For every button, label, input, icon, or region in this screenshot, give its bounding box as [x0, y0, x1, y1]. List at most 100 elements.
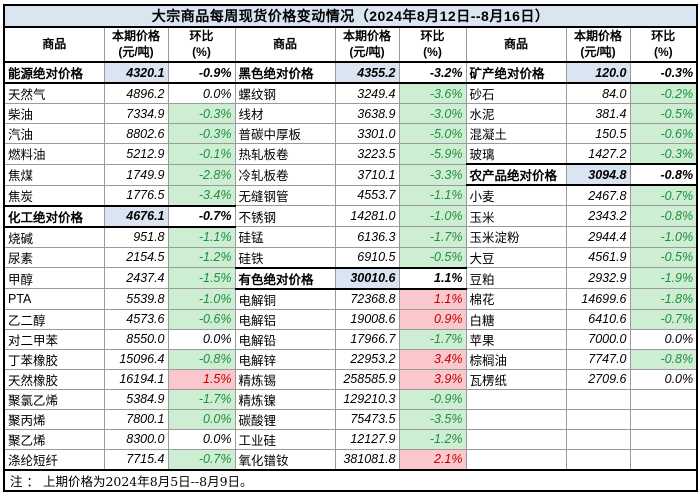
commodity-name-cell: 精炼镍	[234, 388, 336, 410]
current-price-cell: 2437.4	[103, 267, 169, 289]
change-percent-cell: 0.0%	[629, 368, 698, 390]
commodity-name-cell	[465, 408, 567, 430]
commodity-name-cell: 电解铜	[234, 288, 336, 310]
change-percent-cell: -0.7%	[629, 308, 698, 330]
change-percent-cell: -0.8%	[629, 348, 698, 370]
change-percent-cell: -0.9%	[398, 388, 467, 410]
current-price-cell: 6410.6	[565, 308, 631, 330]
table-row: 聚氯乙烯 5384.9 -1.7% 精炼镍 129210.3 -0.9%	[3, 388, 698, 410]
commodity-name-cell: 电解铝	[234, 308, 336, 330]
current-price-cell	[565, 408, 631, 430]
commodity-name-cell: 电解铅	[234, 328, 336, 350]
change-percent-cell: -3.5%	[398, 408, 467, 430]
change-percent-cell: -0.2%	[629, 82, 698, 104]
current-price-cell: 4896.2	[103, 82, 169, 104]
current-price-cell: 258585.9	[334, 368, 400, 390]
commodity-name-cell: 丁苯橡胶	[3, 348, 105, 370]
change-percent-cell	[629, 408, 698, 430]
table-row: 焦煤 1749.9 -2.8% 冷轧板卷 3710.1 -3.3% 农产品绝对价格 3094.…	[3, 163, 698, 186]
commodity-name-cell: 聚氯乙烯	[3, 388, 105, 410]
current-price-cell: 3249.4	[334, 82, 400, 104]
change-percent-cell: -0.6%	[167, 308, 236, 330]
commodity-name-cell: PTA	[3, 288, 105, 310]
current-price-cell: 84.0	[565, 82, 631, 104]
commodity-name-cell: 对二甲苯	[3, 328, 105, 350]
commodity-name-cell: 天然气	[3, 82, 105, 104]
change-percent-cell: -3.2%	[398, 61, 467, 84]
table-row: 聚丙烯 7800.1 0.0% 碳酸锂 75473.5 -3.5%	[3, 408, 698, 430]
commodity-name-cell	[465, 388, 567, 410]
change-percent-cell: -2.8%	[167, 163, 236, 186]
current-price-cell: 5384.9	[103, 388, 169, 410]
current-price-cell: 3638.9	[334, 103, 400, 124]
current-price-cell: 19008.6	[334, 308, 400, 330]
header-price-3: 本期价格 (元/吨)	[565, 26, 631, 63]
current-price-cell	[565, 428, 631, 450]
table-row: 化工绝对价格 4676.1 -0.7% 不锈钢 14281.0 -1.0% 玉米 2343.2…	[3, 204, 698, 228]
change-percent-cell: -0.5%	[629, 103, 698, 124]
change-percent-cell: 0.0%	[167, 82, 236, 104]
current-price-cell: 4561.9	[565, 246, 631, 268]
commodity-name-cell: 尿素	[3, 246, 105, 268]
table-row: 天然气 4896.2 0.0% 螺纹钢 3249.4 -3.6% 砂石 84.0 -0.2%	[3, 82, 698, 104]
change-percent-cell	[629, 428, 698, 450]
current-price-cell: 7747.0	[565, 348, 631, 370]
commodity-name-cell: 农产品绝对价格	[465, 163, 567, 186]
commodity-name-cell: 烧碱	[3, 226, 105, 248]
change-percent-cell: -0.9%	[167, 61, 236, 84]
commodity-name-cell: 焦煤	[3, 163, 105, 186]
header-price-2: 本期价格 (元/吨)	[334, 26, 400, 63]
current-price-cell: 14281.0	[334, 205, 400, 227]
current-price-cell: 16194.1	[103, 368, 169, 390]
commodity-name-cell: 冷轧板卷	[234, 163, 336, 186]
change-percent-cell	[629, 448, 698, 470]
commodity-name-cell: 精炼锡	[234, 368, 336, 390]
commodity-name-cell: 无缝钢管	[234, 184, 336, 206]
change-percent-cell: -3.0%	[398, 103, 467, 124]
table-body: 能源绝对价格 4320.1 -0.9% 黑色绝对价格 4355.2 -3.2% 矿产绝对价格…	[3, 61, 698, 470]
current-price-cell: 3301.0	[334, 123, 400, 144]
commodity-name-cell	[465, 448, 567, 470]
change-percent-cell: -0.7%	[629, 184, 698, 206]
change-percent-cell: -3.3%	[398, 163, 467, 186]
commodity-name-cell: 豆粕	[465, 267, 567, 289]
change-percent-cell: -0.6%	[629, 123, 698, 144]
current-price-cell: 4355.2	[334, 61, 400, 84]
current-price-cell: 5212.9	[103, 143, 169, 165]
header-chg-1: 环比 (%)	[167, 26, 236, 63]
commodity-name-cell: 聚丙烯	[3, 408, 105, 430]
current-price-cell	[565, 448, 631, 470]
commodity-name-cell: 有色绝对价格	[234, 266, 336, 290]
header-commodity-2: 商品	[234, 26, 336, 63]
current-price-cell: 1749.9	[103, 163, 169, 186]
current-price-cell: 3710.1	[334, 163, 400, 186]
table-row: 天然橡胶 16194.1 1.5% 精炼锡 258585.9 3.9% 瓦楞纸 2709.6 0…	[3, 368, 698, 390]
change-percent-cell: -1.8%	[629, 288, 698, 310]
change-percent-cell: 0.0%	[167, 328, 236, 350]
change-percent-cell: 1.1%	[398, 288, 467, 310]
table-row: 汽油 8802.6 -0.3% 普碳中厚板 3301.0 -5.0% 混凝土 150.5 -0.…	[3, 123, 698, 144]
footnote: 注 ： 上期价格为2024年8月5日--8月9日。	[3, 468, 698, 491]
change-percent-cell: -0.8%	[629, 163, 698, 186]
commodity-name-cell: 混凝土	[465, 123, 567, 144]
current-price-cell: 381.4	[565, 103, 631, 124]
commodity-name-cell: 棕榈油	[465, 348, 567, 370]
current-price-cell: 15096.4	[103, 348, 169, 370]
commodity-name-cell: 化工绝对价格	[3, 204, 105, 228]
page-title: 大宗商品每周现货价格变动情况（2024年8月12日--8月16日）	[3, 4, 698, 28]
current-price-cell: 1776.5	[103, 184, 169, 206]
current-price-cell: 8300.0	[103, 428, 169, 450]
change-percent-cell: 3.4%	[398, 348, 467, 370]
current-price-cell: 1427.2	[565, 143, 631, 165]
current-price-cell: 129210.3	[334, 388, 400, 410]
current-price-cell: 4676.1	[103, 204, 169, 228]
commodity-name-cell: 碳酸锂	[234, 408, 336, 430]
table-row: 焦炭 1776.5 -3.4% 无缝钢管 4553.7 -1.1% 小麦 2467.8 -0.7…	[3, 184, 698, 206]
commodity-name-cell: 水泥	[465, 103, 567, 124]
table-row: 聚乙烯 8300.0 0.0% 工业硅 12127.9 -1.2%	[3, 428, 698, 450]
commodity-price-table: 大宗商品每周现货价格变动情况（2024年8月12日--8月16日） 商品 本期价…	[3, 4, 699, 492]
change-percent-cell: -0.3%	[629, 143, 698, 165]
commodity-name-cell: 甲醇	[3, 267, 105, 289]
current-price-cell: 7000.0	[565, 328, 631, 350]
current-price-cell: 22953.2	[334, 348, 400, 370]
